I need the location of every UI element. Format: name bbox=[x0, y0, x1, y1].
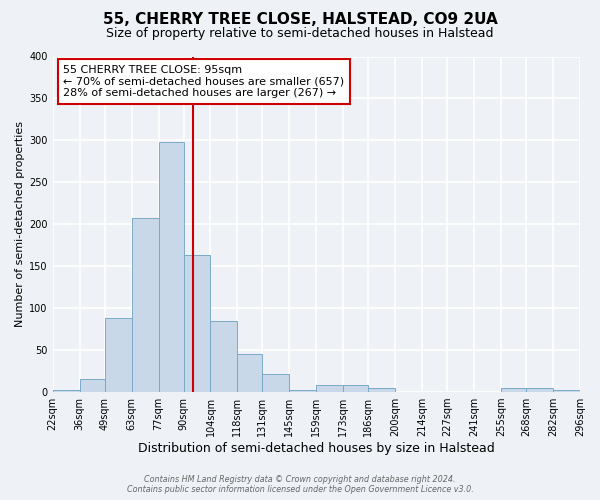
Bar bbox=[316, 386, 343, 392]
X-axis label: Distribution of semi-detached houses by size in Halstead: Distribution of semi-detached houses by … bbox=[138, 442, 495, 455]
Bar bbox=[343, 386, 368, 392]
Bar bbox=[80, 380, 104, 392]
Bar bbox=[104, 318, 131, 392]
Bar bbox=[131, 218, 158, 392]
Bar bbox=[211, 321, 238, 392]
Text: Size of property relative to semi-detached houses in Halstead: Size of property relative to semi-detach… bbox=[106, 28, 494, 40]
Bar bbox=[238, 354, 262, 392]
Bar bbox=[368, 388, 395, 392]
Bar bbox=[289, 390, 316, 392]
Bar bbox=[526, 388, 553, 392]
Bar bbox=[262, 374, 289, 392]
Bar bbox=[184, 256, 211, 392]
Text: 55, CHERRY TREE CLOSE, HALSTEAD, CO9 2UA: 55, CHERRY TREE CLOSE, HALSTEAD, CO9 2UA bbox=[103, 12, 497, 28]
Bar bbox=[158, 142, 184, 392]
Text: Contains HM Land Registry data © Crown copyright and database right 2024.
Contai: Contains HM Land Registry data © Crown c… bbox=[127, 474, 473, 494]
Bar bbox=[53, 390, 80, 392]
Bar bbox=[553, 390, 580, 392]
Bar bbox=[501, 388, 526, 392]
Text: 55 CHERRY TREE CLOSE: 95sqm
← 70% of semi-detached houses are smaller (657)
28% : 55 CHERRY TREE CLOSE: 95sqm ← 70% of sem… bbox=[63, 65, 344, 98]
Y-axis label: Number of semi-detached properties: Number of semi-detached properties bbox=[15, 122, 25, 328]
